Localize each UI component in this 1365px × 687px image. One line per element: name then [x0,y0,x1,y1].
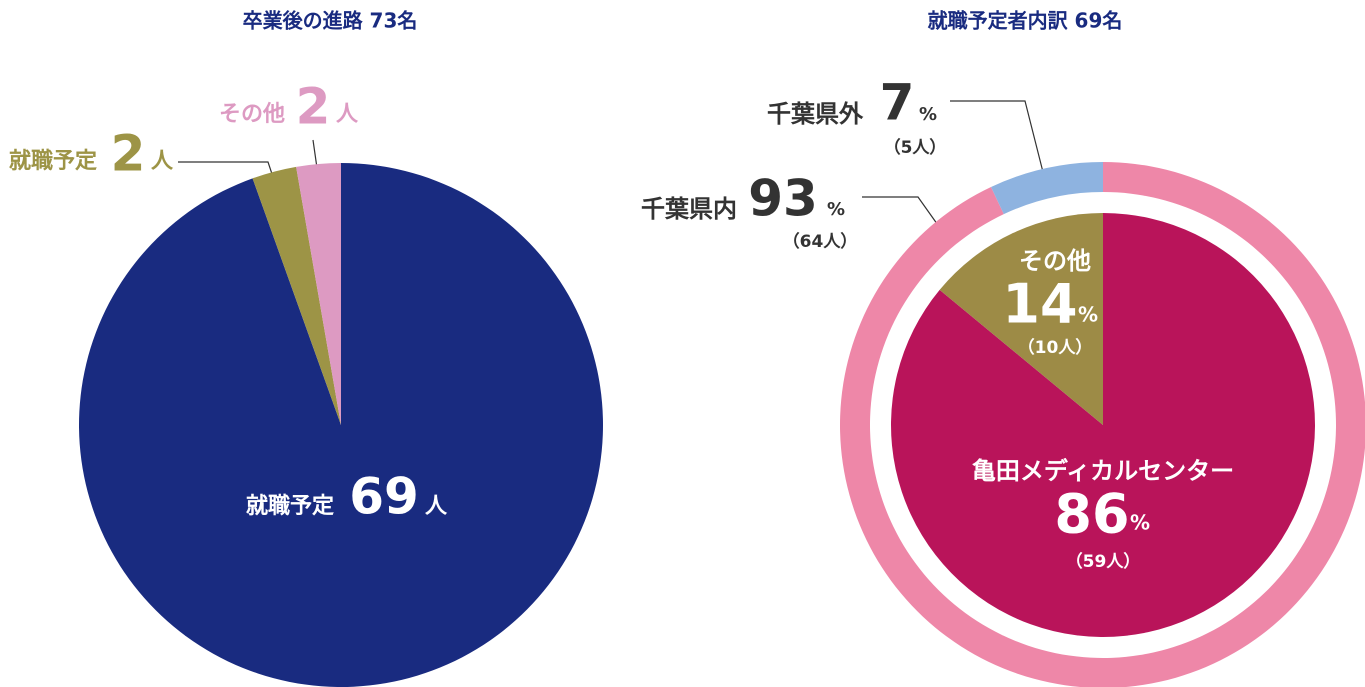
unit-label: % [827,199,845,220]
slice-label: その他 [1019,247,1091,275]
value-label: 14 [1002,273,1077,336]
value-label: 2 [111,125,146,183]
count-label: （5人） [884,137,947,158]
slice-label: 亀田メディカルセンター [972,457,1234,485]
chart-title: 卒業後の進路 73名 [243,9,418,33]
count-label: （10人） [1018,337,1093,358]
count-label: （64人） [783,231,858,252]
unit-label: % [1130,511,1150,535]
unit-label: % [1078,303,1098,327]
unit-label: % [919,104,937,125]
value-label: 2 [296,78,331,136]
slice-label: 千葉県内 [641,195,737,223]
unit-label: 人 [424,494,448,519]
slice [991,162,1103,215]
slice-label: 就職予定 [246,493,334,519]
value-label: 7 [880,74,915,132]
value-label: 86 [1054,483,1129,546]
value-label: 69 [349,468,419,526]
slice [79,163,603,687]
slice-label: その他 [219,102,285,127]
leader-line [862,196,941,229]
slice-label: 千葉県外 [767,100,864,128]
unit-label: 人 [335,102,359,127]
slice-label: 就職予定 [9,148,97,174]
unit-label: 人 [150,149,174,174]
chart-title: 就職予定者内訳 69名 [928,9,1123,33]
slice [252,166,341,426]
value-label: 93 [748,170,818,228]
count-label: （59人） [1066,551,1141,572]
leader-line [950,100,1046,181]
slice [939,213,1103,425]
slice [296,163,341,425]
